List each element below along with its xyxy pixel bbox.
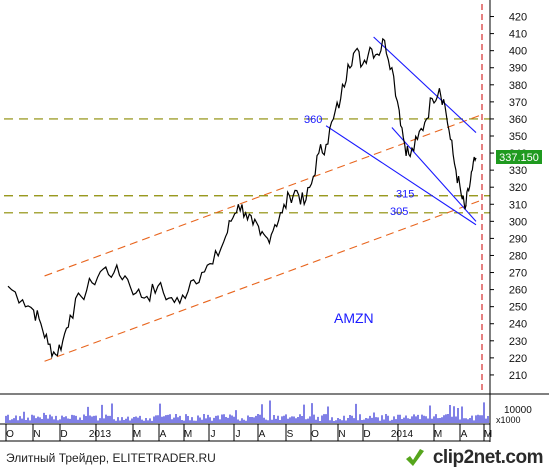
x-tick-label: M [184,429,192,440]
y-tick-label: 300 [509,216,527,228]
last-price-badge: 337.150 [496,150,542,164]
volume-bars [5,400,489,423]
brand-name: clip2net.com [432,447,544,468]
x-tick-label: A [259,429,266,440]
level-label-360: 360 [304,114,322,126]
footer: Элитный Трейдер, ELITETRADER.RU clip2net… [0,442,549,472]
y-tick-label: 220 [509,353,527,365]
y-tick-label: 400 [509,46,527,58]
clip2net-logo-icon [405,449,424,466]
x-tick-label: S [287,429,294,440]
y-tick-label: 210 [509,370,527,382]
y-tick-label: 350 [509,131,527,143]
downtrend-line-inner [391,127,477,222]
price-line [7,37,477,359]
downtrend-line-lower [325,125,477,226]
volume-scale-label: 10000 [504,405,532,416]
level-label-305: 305 [390,206,408,218]
y-tick-label: 310 [509,199,527,211]
last-price-value: 337.150 [499,152,539,164]
price-series [7,37,477,359]
x-tick-label: M [133,429,141,440]
brand[interactable]: clip2net.com [403,446,544,470]
volume-unit-label: x1000 [496,415,521,425]
y-tick-label: 240 [509,319,527,331]
x-tick-label: M [434,429,442,440]
x-tick-label: N [338,429,345,440]
support-resistance-levels: 360 315 305 [4,114,490,218]
y-tick-label: 270 [509,268,527,280]
y-tick-label: 260 [509,285,527,297]
downtrend-line-upper [373,36,477,133]
y-tick-label: 320 [509,182,527,194]
x-tick-label: D [60,429,67,440]
plot-background [0,0,549,442]
y-tick-label: 370 [509,97,527,109]
y-tick-label: 360 [509,114,527,126]
x-tick-label: J [236,429,241,440]
x-tick-label: 2014 [391,429,414,440]
y-tick-label: 290 [509,233,527,245]
y-tick-label: 230 [509,336,527,348]
x-tick-label: N [33,429,40,440]
level-label-315: 315 [396,189,414,201]
y-tick-label: 410 [509,29,527,41]
y-tick-label: 250 [509,302,527,314]
x-tick-label: M [484,429,492,440]
y-tick-label: 420 [509,12,527,24]
symbol-label: AMZN [334,310,374,326]
source-caption: Элитный Трейдер, ELITETRADER.RU [6,451,216,465]
y-tick-label: 280 [509,250,527,262]
x-tick-label: O [6,429,14,440]
x-tick-label: A [160,429,167,440]
x-tick-label: O [311,429,319,440]
trend-lines [44,4,483,392]
y-tick-label: 330 [509,165,527,177]
y-tick-label: 390 [509,63,527,75]
x-tick-label: A [461,429,468,440]
y-tick-label: 380 [509,80,527,92]
x-tick-label: J [211,429,216,440]
x-tick-label: D [363,429,370,440]
x-axis-ticks: O N D 2013 M A M J J A S O N D 2014 M A M [5,424,492,441]
x-tick-label: 2013 [89,429,112,440]
